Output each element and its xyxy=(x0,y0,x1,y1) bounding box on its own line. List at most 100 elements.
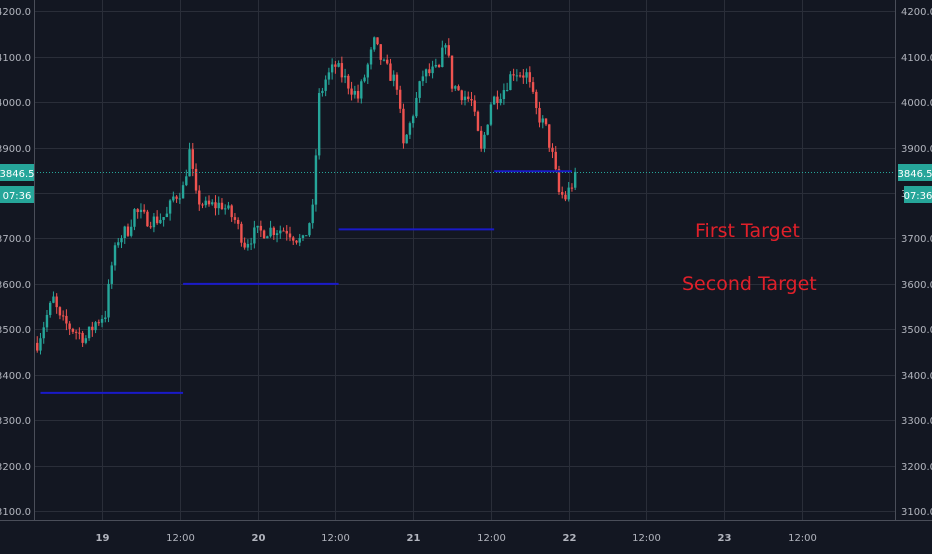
candle-body xyxy=(117,242,119,245)
left-tick-label: 3200.0 xyxy=(0,462,31,473)
candle-body xyxy=(227,205,229,208)
candle-body xyxy=(535,92,537,108)
right-tick-label: 3700.0 xyxy=(901,234,932,245)
candle-body xyxy=(276,233,278,235)
candle-body xyxy=(214,202,216,208)
candle-body xyxy=(208,201,210,205)
candle-body xyxy=(39,338,41,350)
candle-body xyxy=(263,231,265,239)
candle-body xyxy=(522,75,524,77)
candle-body xyxy=(496,97,498,103)
candle-body xyxy=(266,236,268,238)
candle-body xyxy=(399,90,401,109)
candle-body xyxy=(243,243,245,248)
left-tick-label: 3400.0 xyxy=(0,371,31,382)
candle-body xyxy=(548,124,550,147)
time-tick-label: 20 xyxy=(252,533,266,544)
candle-body xyxy=(286,231,288,234)
candle-body xyxy=(393,75,395,81)
candle-body xyxy=(464,97,466,101)
candle-body xyxy=(435,65,437,67)
candle-body xyxy=(279,231,281,234)
candle-body xyxy=(318,93,320,155)
candle-body xyxy=(91,327,93,330)
first-target-annotation: First Target xyxy=(695,220,800,242)
time-tick-label: 22 xyxy=(563,533,577,544)
candle-body xyxy=(418,81,420,98)
candle-body xyxy=(81,333,83,343)
candle-body xyxy=(360,81,362,98)
candle-body xyxy=(396,75,398,90)
candle-body xyxy=(59,307,61,315)
left-tick-label: 3900.0 xyxy=(0,144,31,155)
candle-body xyxy=(509,74,511,90)
candle-body xyxy=(431,67,433,74)
candle-body xyxy=(136,209,138,212)
time-tick-label: 12:00 xyxy=(166,533,195,544)
candle-body xyxy=(302,235,304,238)
candle-body xyxy=(328,72,330,79)
candle-body xyxy=(486,125,488,135)
candle-body xyxy=(347,76,349,89)
time-tick-label: 12:00 xyxy=(788,533,817,544)
candle-body xyxy=(104,317,106,318)
candle-body xyxy=(101,319,103,323)
candle-body xyxy=(256,226,258,228)
left-price-badge-text: 3846.5 xyxy=(0,169,35,180)
candle-body xyxy=(182,185,184,198)
candle-body xyxy=(107,284,109,318)
candle-body xyxy=(350,89,352,95)
candle-body xyxy=(52,297,54,303)
candle-body xyxy=(94,322,96,330)
candle-body xyxy=(253,227,255,243)
candle-body xyxy=(315,155,317,204)
candle-body xyxy=(477,112,479,131)
candle-body xyxy=(237,220,239,224)
right-tick-label: 4000.0 xyxy=(901,98,932,109)
candle-body xyxy=(114,245,116,265)
candle-body xyxy=(205,201,207,206)
candle-body xyxy=(311,205,313,223)
left-tick-label: 4100.0 xyxy=(0,53,31,64)
candle-body xyxy=(65,316,67,324)
candle-body xyxy=(373,37,375,49)
candle-body xyxy=(218,203,220,208)
candle-body xyxy=(490,104,492,124)
candle-body xyxy=(46,315,48,327)
candle-body xyxy=(240,224,242,243)
candle-body xyxy=(269,228,271,237)
candle-body xyxy=(282,231,284,232)
right-tick-label: 4100.0 xyxy=(901,53,932,64)
candle-body xyxy=(428,69,430,73)
left-tick-label: 3100.0 xyxy=(0,507,31,518)
candle-body xyxy=(354,91,356,95)
right-tick-label: 3200.0 xyxy=(901,462,932,473)
candle-body xyxy=(172,197,174,201)
candle-body xyxy=(127,227,129,236)
candle-body xyxy=(120,238,122,242)
time-tick-label: 12:00 xyxy=(632,533,661,544)
time-tick-label: 12:00 xyxy=(477,533,506,544)
candle-body xyxy=(441,48,443,67)
right-tick-label: 3100.0 xyxy=(901,507,932,518)
candle-body xyxy=(551,148,553,152)
candle-body xyxy=(425,69,427,76)
right-tick-label: 3500.0 xyxy=(901,325,932,336)
right-tick-label: 3900.0 xyxy=(901,144,932,155)
candle-body xyxy=(503,90,505,99)
candle-body xyxy=(415,98,417,116)
candle-body xyxy=(143,210,145,212)
candle-body xyxy=(130,227,132,236)
candle-body xyxy=(402,109,404,144)
candle-body xyxy=(389,63,391,80)
candle-body xyxy=(561,192,563,195)
candle-body xyxy=(545,118,547,124)
candle-body xyxy=(55,297,57,308)
candle-body xyxy=(72,329,74,332)
candle-body xyxy=(62,315,64,316)
candle-body xyxy=(321,91,323,93)
candle-body xyxy=(230,205,232,217)
candle-body xyxy=(341,63,343,77)
